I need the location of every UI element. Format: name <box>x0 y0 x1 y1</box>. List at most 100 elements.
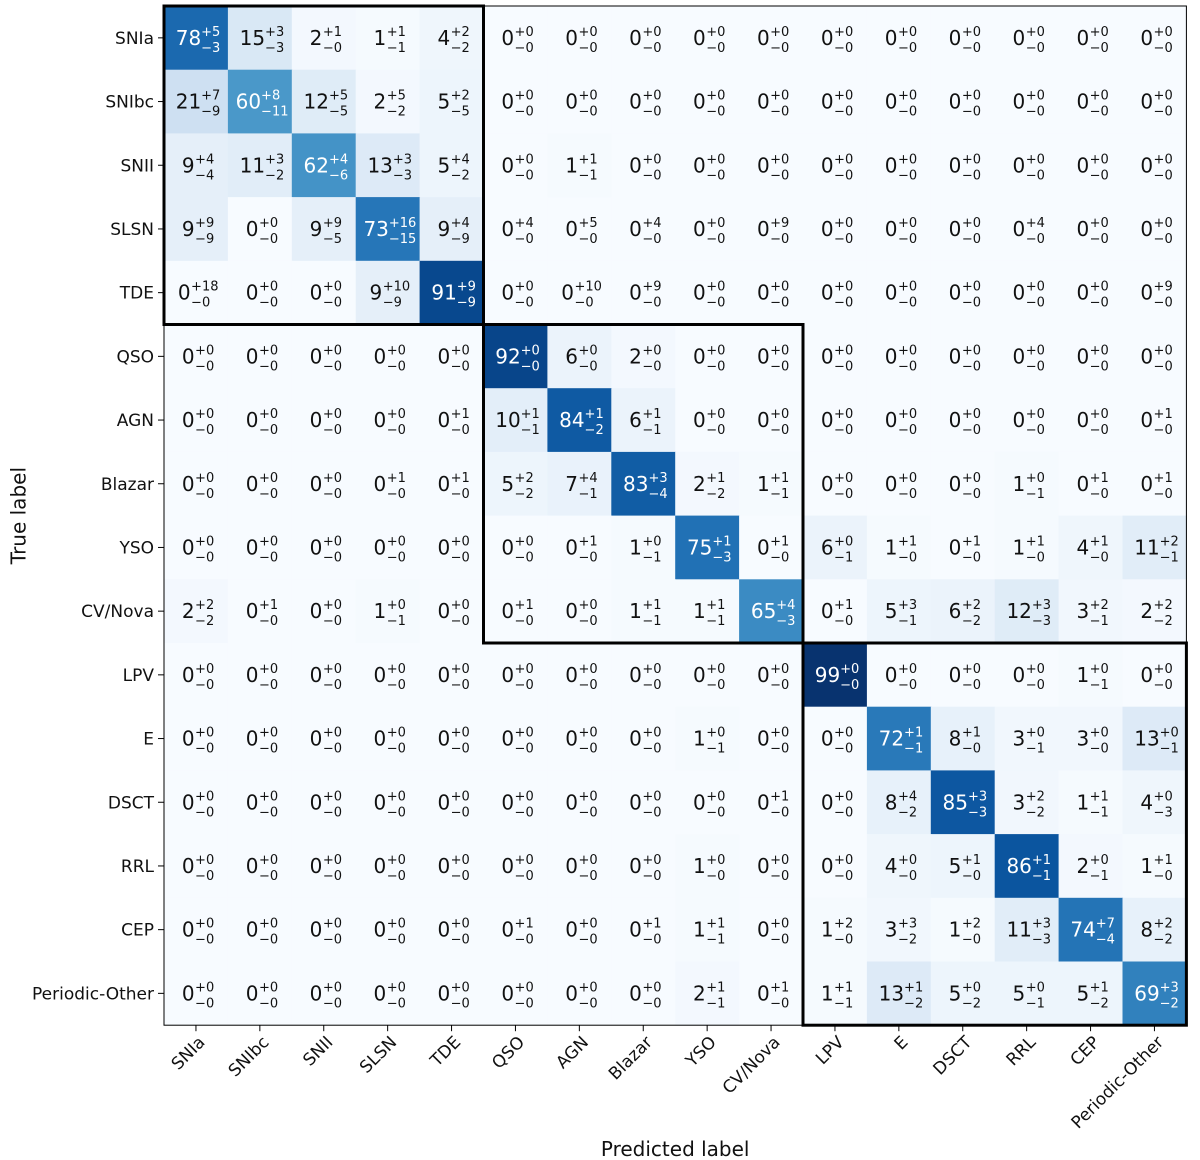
cell-lower-error: −0 <box>1026 296 1045 311</box>
matrix-cell <box>994 260 1060 326</box>
cell-value-group: 0 +5−0 <box>565 216 597 247</box>
cell-upper-error: +1 <box>706 471 725 486</box>
cell-lower-error: −0 <box>1090 742 1109 757</box>
cell-value: 1 <box>693 854 706 878</box>
cell-value: 0 <box>1013 344 1026 368</box>
cell-upper-error: +1 <box>1090 471 1109 486</box>
cell-value: 0 <box>629 26 642 50</box>
matrix-cell <box>547 324 612 389</box>
cell-lower-error: −2 <box>1154 614 1173 629</box>
cell-lower-error: −0 <box>521 359 540 374</box>
cell-value-group: 0 +0−0 <box>182 534 214 565</box>
cell-value: 1 <box>374 599 387 623</box>
matrix-cell <box>611 133 676 198</box>
cell-lower-error: −0 <box>1154 487 1173 502</box>
cell-upper-error: +0 <box>387 343 406 358</box>
cell-lower-error: −0 <box>898 487 917 502</box>
cell-upper-error: +0 <box>962 152 981 167</box>
cell-lower-error: −1 <box>706 742 725 757</box>
cell-value-group: 0 +0−0 <box>757 917 789 948</box>
cell-upper-error: +0 <box>515 89 534 104</box>
matrix-cell <box>227 324 293 389</box>
matrix-cell <box>419 6 485 71</box>
cell-value: 0 <box>693 344 706 368</box>
cell-value: 0 <box>629 918 642 942</box>
cell-value-group: 3 +3−2 <box>885 917 917 948</box>
cell-upper-error: +0 <box>1026 152 1045 167</box>
cell-value-group: 0 +0−0 <box>693 343 725 374</box>
matrix-cell <box>547 388 612 453</box>
matrix-cell <box>611 515 676 580</box>
cell-upper-error: +4 <box>578 471 597 486</box>
cell-upper-error: +5 <box>387 89 406 104</box>
cell-upper-error: +0 <box>1090 407 1109 422</box>
cell-lower-error: −2 <box>1160 996 1179 1011</box>
cell-value-group: 8 +1−0 <box>949 726 981 757</box>
cell-value-group: 83 +3−4 <box>623 471 668 502</box>
cell-value: 5 <box>1076 981 1089 1005</box>
cell-upper-error: +0 <box>642 343 661 358</box>
cell-upper-error: +2 <box>451 89 470 104</box>
cell-value-group: 2 +0−0 <box>629 343 661 374</box>
cell-value-group: 0 +0−0 <box>885 216 917 247</box>
cell-lower-error: −0 <box>323 296 342 311</box>
cell-upper-error: +0 <box>1026 89 1045 104</box>
matrix-cells <box>164 6 1187 1026</box>
cell-upper-error: +9 <box>642 280 661 295</box>
cell-upper-error: +0 <box>1154 662 1173 677</box>
cell-value-group: 0 +0−0 <box>246 216 278 247</box>
cell-value: 0 <box>374 344 387 368</box>
matrix-cell <box>164 515 229 580</box>
cell-value: 0 <box>437 918 450 942</box>
cell-value: 0 <box>182 981 195 1005</box>
matrix-cell <box>547 133 612 198</box>
matrix-cell <box>419 197 485 262</box>
cell-upper-error: +16 <box>389 216 416 231</box>
cell-value: 0 <box>1140 217 1153 241</box>
cell-lower-error: −5 <box>323 232 342 247</box>
cell-value: 0 <box>310 281 323 305</box>
cell-value: 4 <box>437 26 450 50</box>
cell-value: 6 <box>565 344 578 368</box>
cell-value-group: 0 +0−0 <box>501 726 533 757</box>
cell-upper-error: +1 <box>1154 471 1173 486</box>
cell-upper-error: +0 <box>706 853 725 868</box>
cell-lower-error: −0 <box>962 742 981 757</box>
cell-value-group: 1 +1−1 <box>757 471 789 502</box>
cell-lower-error: −0 <box>323 869 342 884</box>
matrix-cell <box>419 515 485 580</box>
cell-value: 7 <box>565 472 578 496</box>
matrix-cell <box>1058 961 1124 1026</box>
cell-upper-error: +1 <box>904 726 923 741</box>
matrix-cell <box>164 388 229 453</box>
cell-upper-error: +0 <box>323 853 342 868</box>
matrix-cell <box>483 897 548 963</box>
cell-value: 0 <box>949 535 962 559</box>
cell-lower-error: −0 <box>770 41 789 56</box>
cell-upper-error: +3 <box>265 25 284 40</box>
matrix-cell <box>164 643 229 708</box>
cell-lower-error: −0 <box>259 423 278 438</box>
cell-lower-error: −1 <box>578 168 597 183</box>
cell-lower-error: −3 <box>1154 805 1173 820</box>
cell-lower-error: −0 <box>515 168 534 183</box>
cell-value: 2 <box>374 90 387 114</box>
cell-value-group: 74 +7−4 <box>1070 917 1115 948</box>
cell-lower-error: −0 <box>962 296 981 311</box>
cell-lower-error: −4 <box>1096 933 1115 948</box>
cell-upper-error: +0 <box>1026 726 1045 741</box>
matrix-cell <box>1122 6 1187 71</box>
matrix-cell <box>930 961 996 1026</box>
matrix-cell <box>930 6 996 71</box>
cell-value-group: 0 +0−0 <box>885 89 917 120</box>
cell-upper-error: +0 <box>962 980 981 995</box>
cell-value-group: 0 +0−0 <box>246 343 278 374</box>
cell-lower-error: −0 <box>898 105 917 120</box>
matrix-cell <box>675 579 740 644</box>
cell-value-group: 0 +0−0 <box>437 853 469 884</box>
cell-value-group: 1 +0−1 <box>374 598 406 629</box>
cell-lower-error: −0 <box>323 41 342 56</box>
cell-value: 99 <box>815 663 840 687</box>
cell-value: 3 <box>1013 790 1026 814</box>
